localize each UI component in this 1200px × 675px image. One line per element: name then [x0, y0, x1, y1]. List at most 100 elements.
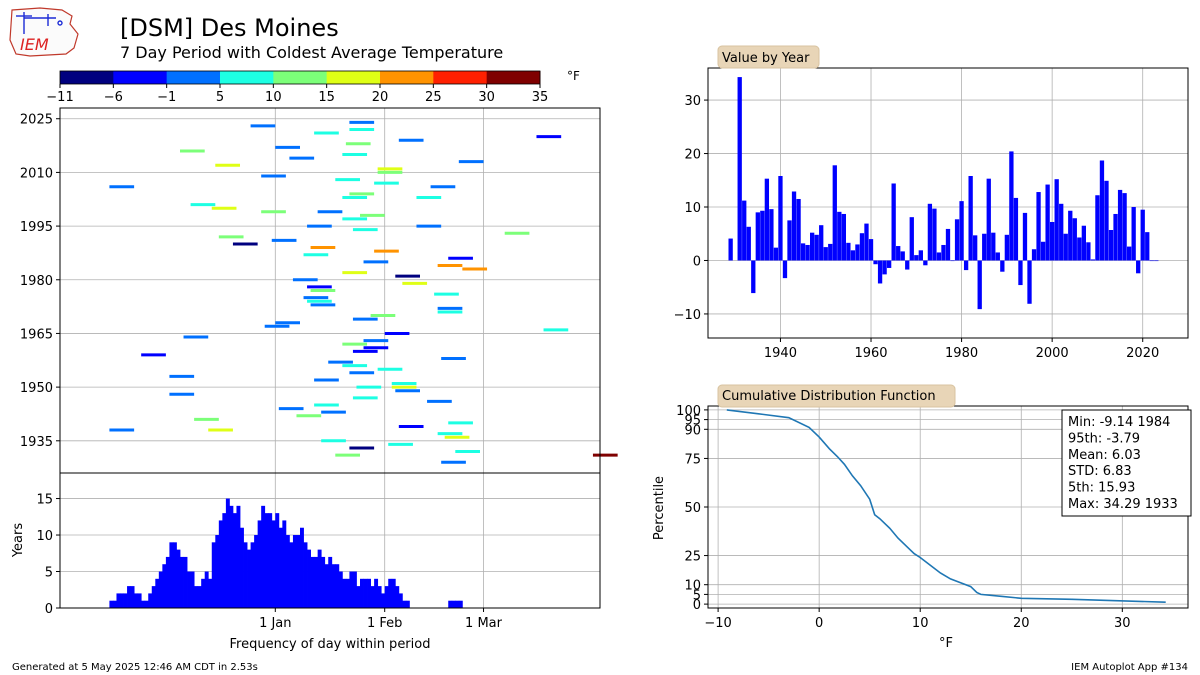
year-bar: [932, 208, 937, 261]
frequency-bar: [352, 571, 357, 608]
year-bar: [841, 213, 846, 261]
year-bar: [891, 183, 896, 261]
x-tick-label: 30: [1114, 616, 1131, 631]
year-bar: [1050, 221, 1055, 261]
y-tick-label: 5: [693, 588, 701, 603]
year-bar: [764, 178, 770, 261]
frequency-bar: [275, 513, 280, 608]
frequency-bar: [165, 556, 170, 608]
year-bar: [1131, 207, 1136, 261]
year-bar: [760, 210, 765, 261]
frequency-bar: [342, 578, 347, 608]
frequency-bar: [349, 571, 354, 608]
year-bar: [828, 243, 833, 261]
frequency-bar: [180, 556, 184, 608]
colorbar-segment: [486, 71, 541, 84]
year-bar: [991, 232, 996, 261]
year-bar: [1018, 260, 1023, 286]
frequency-bar: [307, 549, 311, 608]
frequency-bar: [112, 600, 117, 608]
year-bar: [832, 165, 837, 261]
colorbar-segment: [220, 71, 274, 84]
frequency-bar: [458, 600, 463, 608]
frequency-bar: [285, 535, 290, 608]
year-bar: [864, 223, 869, 261]
year-bar: [1122, 193, 1127, 261]
year-bar: [1136, 260, 1141, 274]
stats-line: Max: 34.29 1933: [1068, 497, 1178, 512]
year-bar: [742, 200, 747, 261]
colorbar-tick-label: 30: [478, 90, 495, 105]
y-tick-label: 2025: [20, 113, 53, 128]
frequency-bar: [345, 578, 350, 608]
frequency-bar: [310, 556, 315, 608]
page-subtitle: 7 Day Period with Coldest Average Temper…: [120, 43, 503, 62]
year-bar: [1009, 151, 1014, 261]
x-tick-label: 1 Mar: [465, 616, 503, 631]
stats-line: 95th: -3.79: [1068, 431, 1140, 446]
year-bar: [823, 247, 828, 261]
year-bar: [810, 232, 815, 261]
frequency-bar: [271, 520, 276, 608]
year-bar: [868, 239, 874, 261]
year-bar: [1149, 260, 1154, 262]
colorbar-tick-label: 25: [425, 90, 442, 105]
frequency-bar: [289, 542, 294, 608]
frequency-bar: [232, 513, 237, 608]
frequency-bar: [261, 505, 266, 608]
y-tick-label: 0: [693, 254, 701, 269]
frequency-bar: [158, 571, 163, 608]
colorbar-segment: [166, 71, 221, 84]
footer-app-id: IEM Autoplot App #134: [1071, 662, 1188, 673]
y-tick-label: 95: [684, 414, 701, 429]
frequency-bar: [335, 564, 340, 608]
year-bar: [1145, 232, 1150, 261]
frequency-bar: [363, 578, 368, 608]
year-bar: [782, 260, 788, 279]
year-bar: [945, 228, 951, 261]
year-bar: [805, 244, 810, 261]
y-tick-label: 50: [684, 501, 701, 516]
year-bar: [927, 203, 933, 261]
y-tick-label: 1980: [20, 274, 53, 289]
x-axis-label: Frequency of day within period: [230, 637, 431, 652]
year-bar: [900, 251, 905, 261]
frequency-bar: [123, 593, 128, 608]
x-tick-label: 1940: [764, 346, 797, 361]
x-tick-label: 0: [815, 616, 823, 631]
colorbar-segment: [433, 71, 488, 84]
y-tick-label: 2010: [20, 166, 53, 181]
year-bar: [995, 252, 1000, 261]
year-bar: [1072, 218, 1077, 261]
year-bar: [728, 238, 733, 261]
year-bar: [941, 244, 946, 261]
frequency-bar: [204, 571, 209, 608]
y-tick-label: 30: [684, 94, 701, 109]
frequency-bar: [398, 593, 403, 608]
year-bar: [968, 176, 973, 261]
frequency-bar: [377, 586, 382, 608]
stats-line: STD: 6.83: [1068, 464, 1132, 479]
day-frequency-chart: 1 Jan 1 Feb 1 Mar 0 5 10 15 Frequency of day wi…: [11, 472, 601, 652]
y-tick-label: 10: [684, 579, 701, 594]
year-bar: [973, 235, 978, 261]
frequency-bar: [381, 593, 386, 608]
frequency-bar: [127, 586, 131, 608]
colorbar-tick-label: −11: [46, 90, 73, 105]
frequency-bar: [331, 564, 336, 608]
x-tick-label: 1 Jan: [259, 616, 291, 631]
frequency-bar: [218, 520, 223, 608]
year-bar: [773, 247, 779, 261]
year-bar: [1104, 180, 1109, 261]
year-bar: [959, 201, 964, 261]
frequency-bar: [243, 542, 248, 608]
year-bar: [814, 234, 819, 261]
year-bar: [778, 176, 783, 261]
y-tick-label: 25: [684, 550, 701, 565]
year-bar: [1045, 184, 1050, 261]
colorbar-segment: [326, 71, 381, 84]
year-bar: [751, 260, 756, 294]
x-tick-label: 1 Feb: [367, 616, 402, 631]
